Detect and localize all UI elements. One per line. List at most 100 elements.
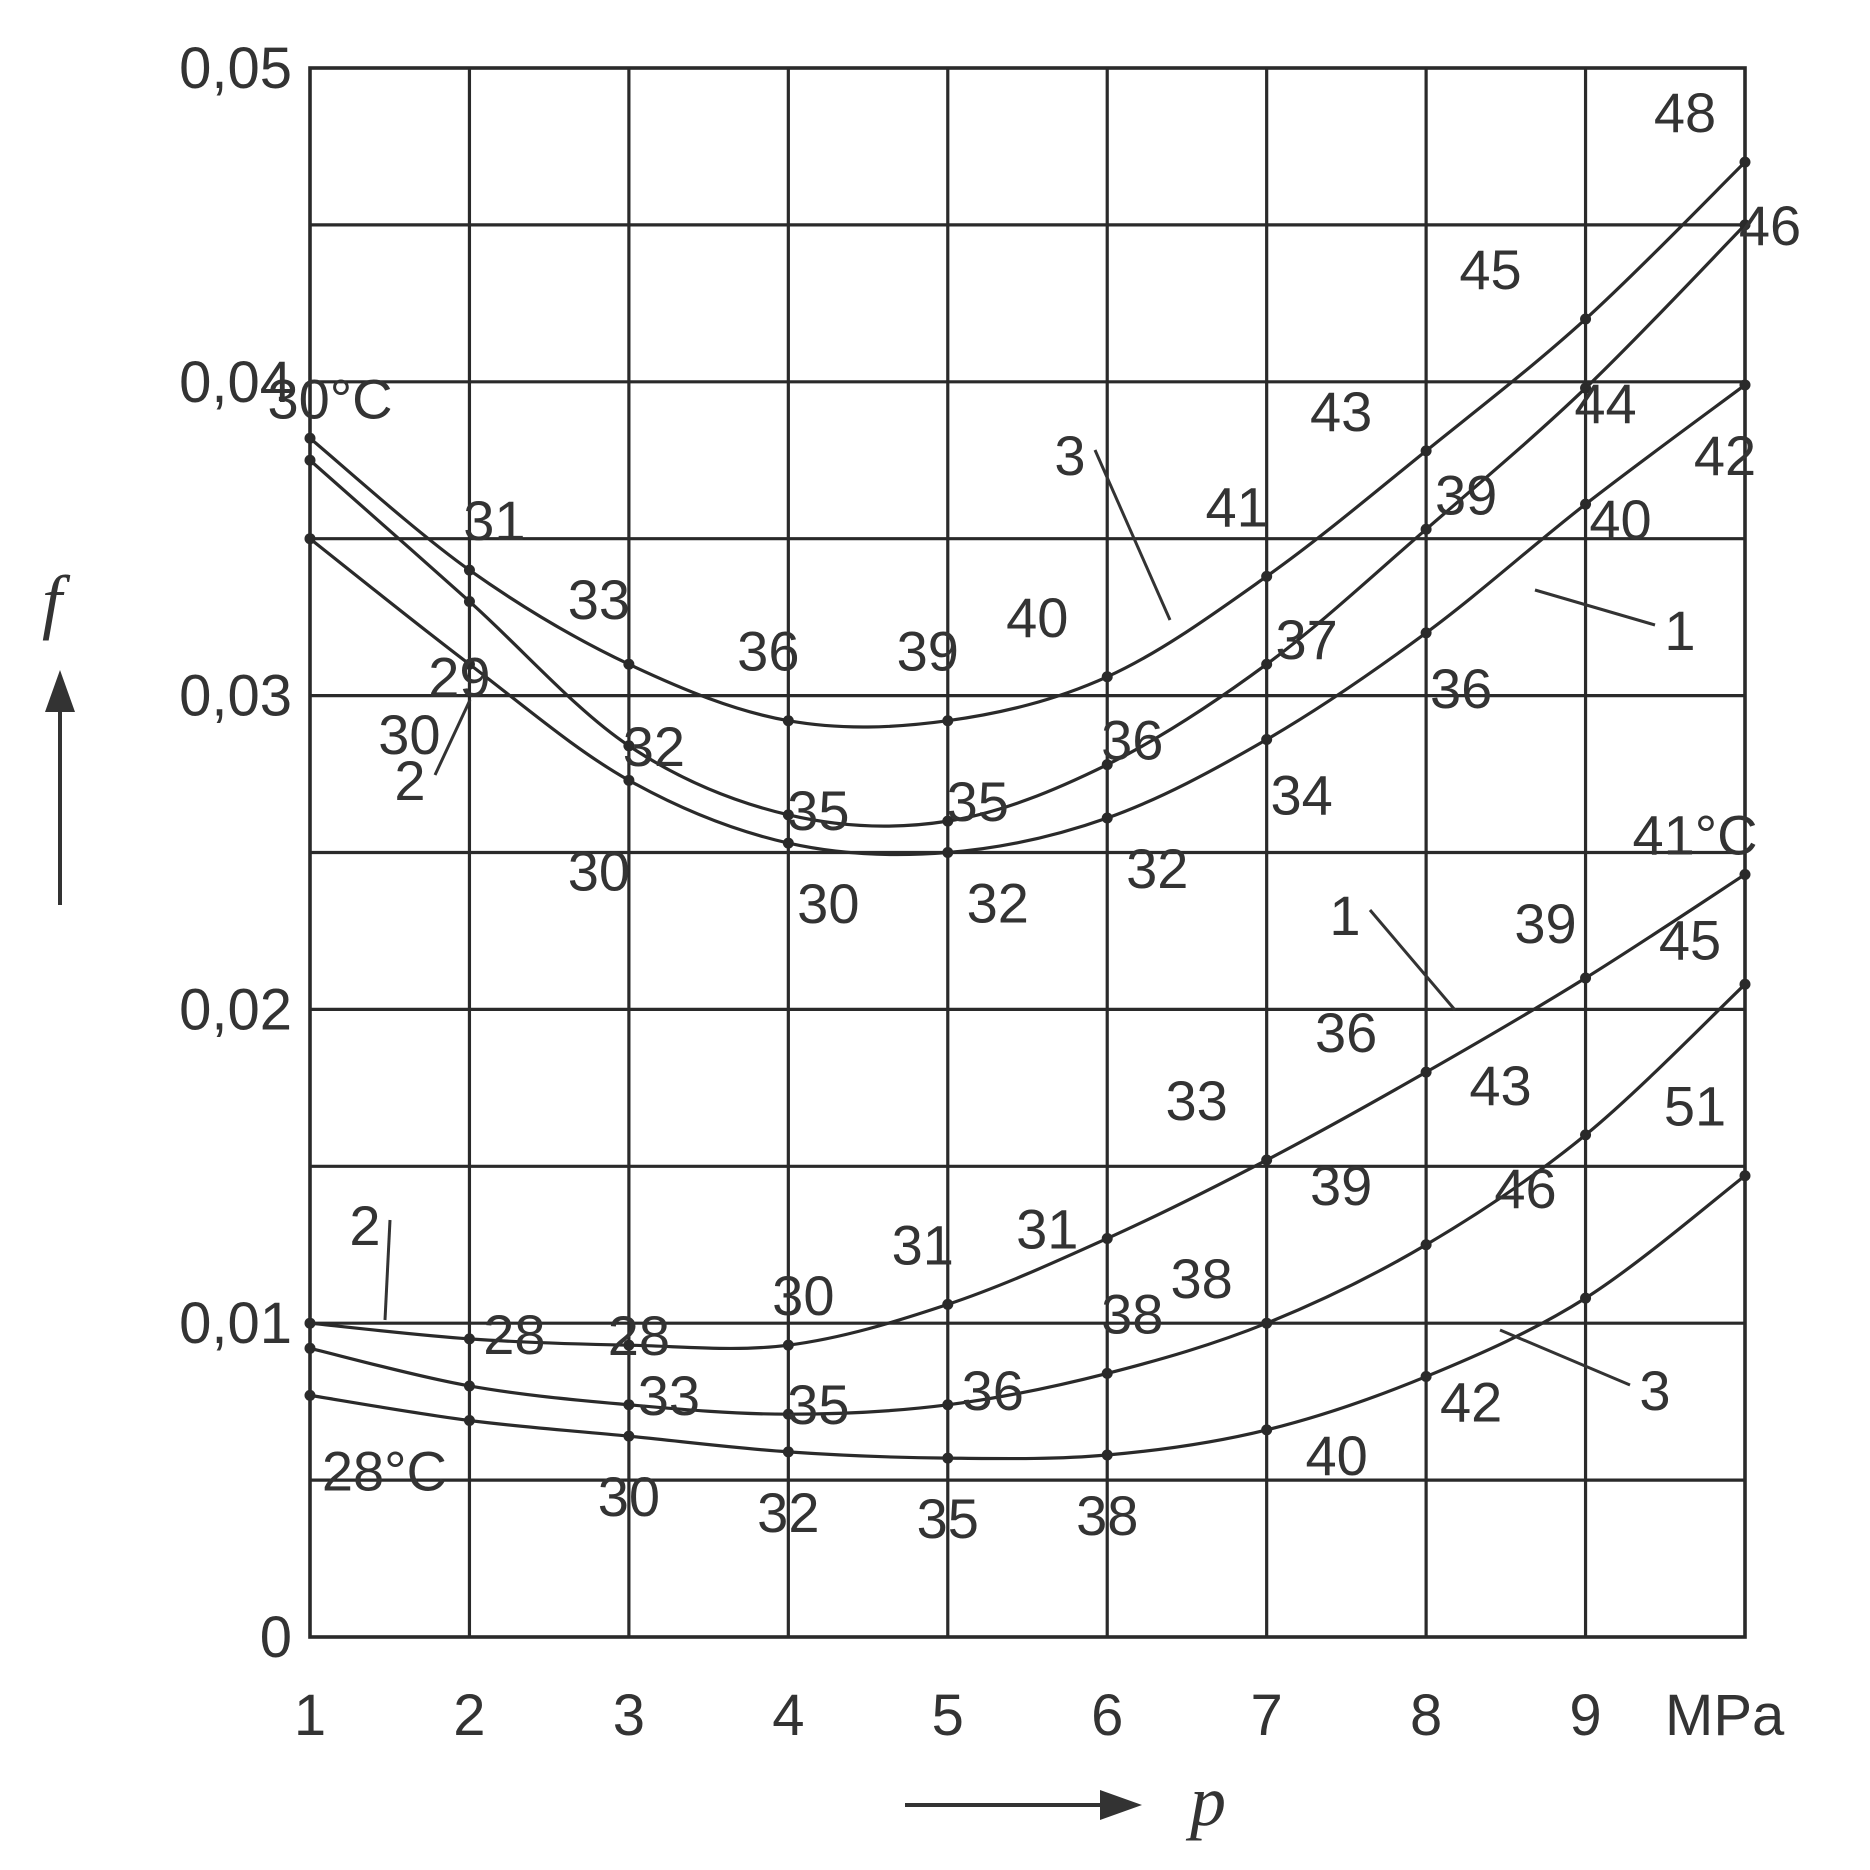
data-point bbox=[1101, 671, 1113, 683]
point-temperature-label: 36 bbox=[737, 620, 799, 683]
data-point bbox=[942, 1452, 954, 1464]
data-point bbox=[463, 595, 475, 607]
data-point bbox=[623, 658, 635, 670]
data-point bbox=[782, 837, 794, 849]
y-axis-title: f bbox=[42, 561, 71, 641]
x-tick-label: 5 bbox=[932, 1683, 964, 1748]
point-temperature-label: 38 bbox=[1171, 1247, 1233, 1310]
point-temperature-label: 28 bbox=[608, 1304, 670, 1367]
point-temperature-label: 35 bbox=[787, 1373, 849, 1436]
point-temperature-label: 30 bbox=[797, 872, 859, 935]
point-temperature-label: 31 bbox=[463, 489, 525, 552]
data-point bbox=[304, 533, 316, 545]
curve-group2-series1 bbox=[309, 873, 1746, 1351]
y-tick-label: 0,04 bbox=[179, 350, 292, 415]
point-temperature-label: 48 bbox=[1654, 81, 1716, 144]
data-point bbox=[942, 715, 954, 727]
curve-number-label: 2 bbox=[394, 749, 425, 812]
point-temperature-label: 46 bbox=[1494, 1157, 1556, 1220]
curve-number-label: 2 bbox=[349, 1194, 380, 1257]
y-tick-label: 0,03 bbox=[179, 664, 292, 729]
x-tick-label: 2 bbox=[453, 1683, 485, 1748]
point-temperature-label: 31 bbox=[892, 1213, 954, 1276]
data-point bbox=[1261, 1317, 1273, 1329]
data-point bbox=[304, 1342, 316, 1354]
point-temperature-label: 32 bbox=[967, 872, 1029, 935]
plot-frame bbox=[308, 66, 1747, 1639]
curve-group2-series2 bbox=[309, 983, 1747, 1416]
data-point bbox=[1580, 972, 1592, 984]
x-axis-title-group: p bbox=[905, 1761, 1226, 1841]
data-point bbox=[304, 1317, 316, 1329]
point-temperature-label: 46 bbox=[1739, 194, 1801, 257]
point-temperature-label: 40 bbox=[1006, 586, 1068, 649]
point-temperature-label: 32 bbox=[757, 1481, 819, 1544]
data-point bbox=[1739, 978, 1751, 990]
point-temperature-label: 32 bbox=[623, 715, 685, 778]
data-point bbox=[304, 1389, 316, 1401]
data-point bbox=[623, 1430, 635, 1442]
data-point bbox=[782, 715, 794, 727]
curve-leader-line bbox=[1534, 588, 1656, 627]
data-point bbox=[1101, 759, 1113, 771]
data-point bbox=[1101, 1232, 1113, 1244]
point-temperature-label: 37 bbox=[1276, 608, 1338, 671]
point-temperature-label: 28°C bbox=[322, 1439, 447, 1502]
point-temperature-label: 30 bbox=[772, 1264, 834, 1327]
x-tick-label: 1 bbox=[294, 1683, 326, 1748]
point-temperature-label: 42 bbox=[1694, 424, 1756, 487]
point-temperature-label: 33 bbox=[638, 1364, 700, 1427]
data-point bbox=[463, 1414, 475, 1426]
point-temperature-label: 36 bbox=[1315, 1001, 1377, 1064]
data-point bbox=[304, 454, 316, 466]
point-temperature-label: 33 bbox=[568, 568, 630, 631]
data-point bbox=[463, 658, 475, 670]
point-temperature-label: 38 bbox=[1101, 1282, 1163, 1345]
data-point bbox=[1739, 379, 1751, 391]
data-points bbox=[304, 156, 1751, 1464]
x-axis-title: p bbox=[1185, 1761, 1226, 1841]
point-temperature-label: 36 bbox=[1101, 709, 1163, 772]
data-point bbox=[1261, 734, 1273, 746]
data-point bbox=[463, 1333, 475, 1345]
y-tick-label: 0 bbox=[260, 1605, 292, 1670]
point-temperature-label: 39 bbox=[897, 620, 959, 683]
data-point bbox=[942, 1298, 954, 1310]
grid bbox=[308, 66, 1747, 1639]
data-point bbox=[1739, 868, 1751, 880]
y-tick-label: 0,02 bbox=[179, 977, 292, 1042]
curve-number-label: 1 bbox=[1664, 599, 1695, 662]
point-temperature-label: 42 bbox=[1440, 1371, 1502, 1434]
x-tick-label: 6 bbox=[1091, 1683, 1123, 1748]
data-point bbox=[1580, 1129, 1592, 1141]
point-temperature-label: 36 bbox=[1430, 657, 1492, 720]
data-point bbox=[463, 1380, 475, 1392]
data-point bbox=[1739, 219, 1751, 231]
data-point bbox=[1580, 1292, 1592, 1304]
curve-group1-series1 bbox=[309, 383, 1746, 857]
curves bbox=[308, 160, 1747, 1461]
point-temperature-label: 32 bbox=[1126, 837, 1188, 900]
curve-leader-line bbox=[1499, 1328, 1631, 1387]
data-point bbox=[1420, 1371, 1432, 1383]
y-tick-label: 0,05 bbox=[179, 36, 292, 101]
data-point bbox=[1420, 523, 1432, 535]
data-point bbox=[623, 740, 635, 752]
point-temperature-label: 39 bbox=[1514, 892, 1576, 955]
data-point bbox=[623, 1339, 635, 1351]
x-tick-label: 7 bbox=[1251, 1683, 1283, 1748]
curve-group1-series2 bbox=[308, 223, 1747, 828]
data-point bbox=[1739, 156, 1751, 168]
data-point bbox=[1261, 1154, 1273, 1166]
point-temperature-label: 36 bbox=[962, 1359, 1024, 1422]
x-tick-label: 4 bbox=[772, 1683, 804, 1748]
point-temperature-label: 45 bbox=[1459, 238, 1521, 301]
point-temperature-label: 30 bbox=[378, 703, 440, 766]
point-temperature-label: 30 bbox=[598, 1465, 660, 1528]
data-point bbox=[1261, 658, 1273, 670]
data-point bbox=[1580, 313, 1592, 325]
point-temperature-label: 40 bbox=[1306, 1424, 1368, 1487]
data-point bbox=[1420, 445, 1432, 457]
